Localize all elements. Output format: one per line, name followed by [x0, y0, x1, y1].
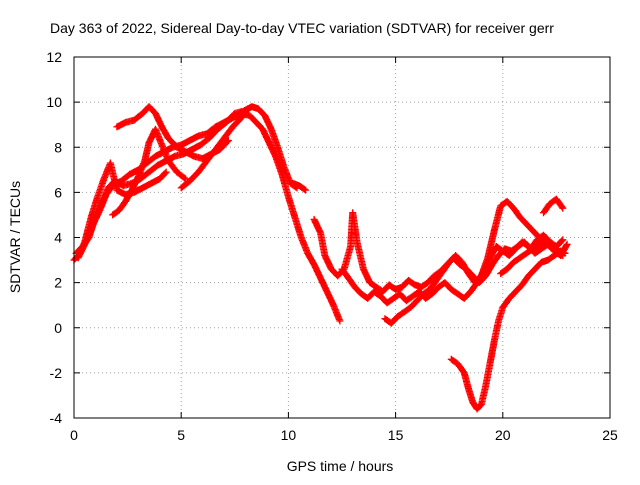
data-points: [70, 103, 571, 413]
y-tick-label: 4: [54, 230, 62, 246]
data-point-markers: [381, 197, 567, 327]
series-trace: [447, 247, 565, 413]
data-point-markers: [109, 125, 189, 219]
plot-frame: [73, 56, 611, 419]
series-trace: [72, 103, 301, 257]
y-tick-label: -2: [50, 365, 63, 381]
data-point-markers: [289, 179, 310, 194]
y-tick-label: 8: [54, 139, 62, 155]
y-tick-label: 2: [54, 275, 62, 291]
y-tick-label: 0: [54, 320, 62, 336]
data-point-markers: [447, 247, 565, 413]
series-trace: [109, 125, 189, 219]
x-tick-label: 25: [602, 427, 618, 443]
series-trace: [381, 197, 567, 327]
y-tick-label: 10: [46, 94, 62, 110]
y-tick-label: 6: [54, 184, 62, 200]
data-point-markers: [540, 195, 567, 217]
x-tick-label: 10: [281, 427, 297, 443]
x-tick-label: 5: [177, 427, 185, 443]
x-tick-label: 20: [495, 427, 511, 443]
series-trace: [177, 105, 252, 192]
grid: [74, 57, 610, 418]
x-tick-label: 0: [70, 427, 78, 443]
x-tick-label: 15: [388, 427, 404, 443]
y-tick-label: -4: [50, 410, 63, 426]
y-axis-title: SDTVAR / TECUs: [7, 181, 23, 293]
series-trace: [289, 179, 310, 194]
chart-title: Day 363 of 2022, Sidereal Day-to-day VTE…: [50, 20, 554, 36]
data-point-markers: [177, 105, 252, 192]
series-trace: [540, 195, 567, 217]
data-point-markers: [72, 103, 301, 257]
y-tick-label: 12: [46, 49, 62, 65]
x-axis-title: GPS time / hours: [287, 458, 394, 474]
